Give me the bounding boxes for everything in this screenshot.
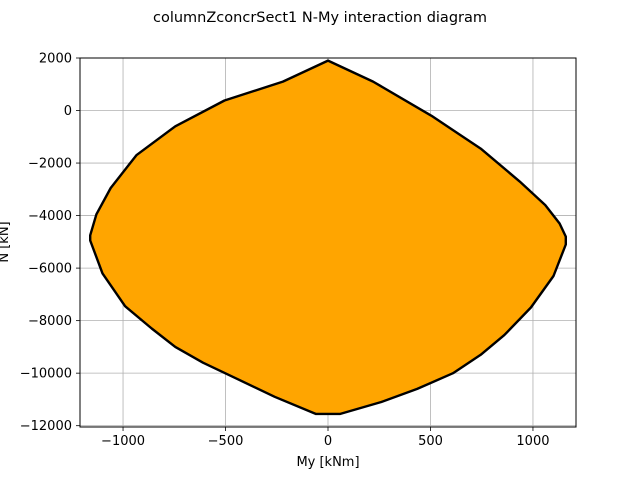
y-tick-label-5: −8000 bbox=[28, 314, 72, 329]
x-tick-label-1: −500 bbox=[208, 434, 244, 449]
x-tick-label-4: 1000 bbox=[516, 434, 549, 449]
y-tick-label-7: −12000 bbox=[20, 419, 72, 434]
y-tick-label-6: −10000 bbox=[20, 367, 72, 382]
y-axis-label: N [kN] bbox=[0, 221, 12, 262]
y-tick-label-2: −2000 bbox=[28, 157, 72, 172]
x-tick-label-2: 0 bbox=[324, 434, 332, 449]
y-tick-label-3: −4000 bbox=[28, 209, 72, 224]
x-axis-ticks: −1000 −500 0 500 1000 bbox=[101, 427, 550, 449]
interaction-area bbox=[89, 59, 567, 416]
y-axis-ticks: 2000 0 −2000 −4000 −6000 −8000 −10000 −12000 bbox=[20, 52, 80, 434]
x-axis-label: My [kNm] bbox=[296, 455, 359, 470]
y-tick-label-4: −6000 bbox=[28, 262, 72, 277]
chart-title: columnZconcrSect1 N-My interaction diagr… bbox=[153, 10, 487, 26]
x-tick-label-3: 500 bbox=[418, 434, 443, 449]
y-tick-label-1: 0 bbox=[64, 104, 72, 119]
y-tick-label-0: 2000 bbox=[39, 52, 72, 67]
x-tick-label-0: −1000 bbox=[101, 434, 145, 449]
